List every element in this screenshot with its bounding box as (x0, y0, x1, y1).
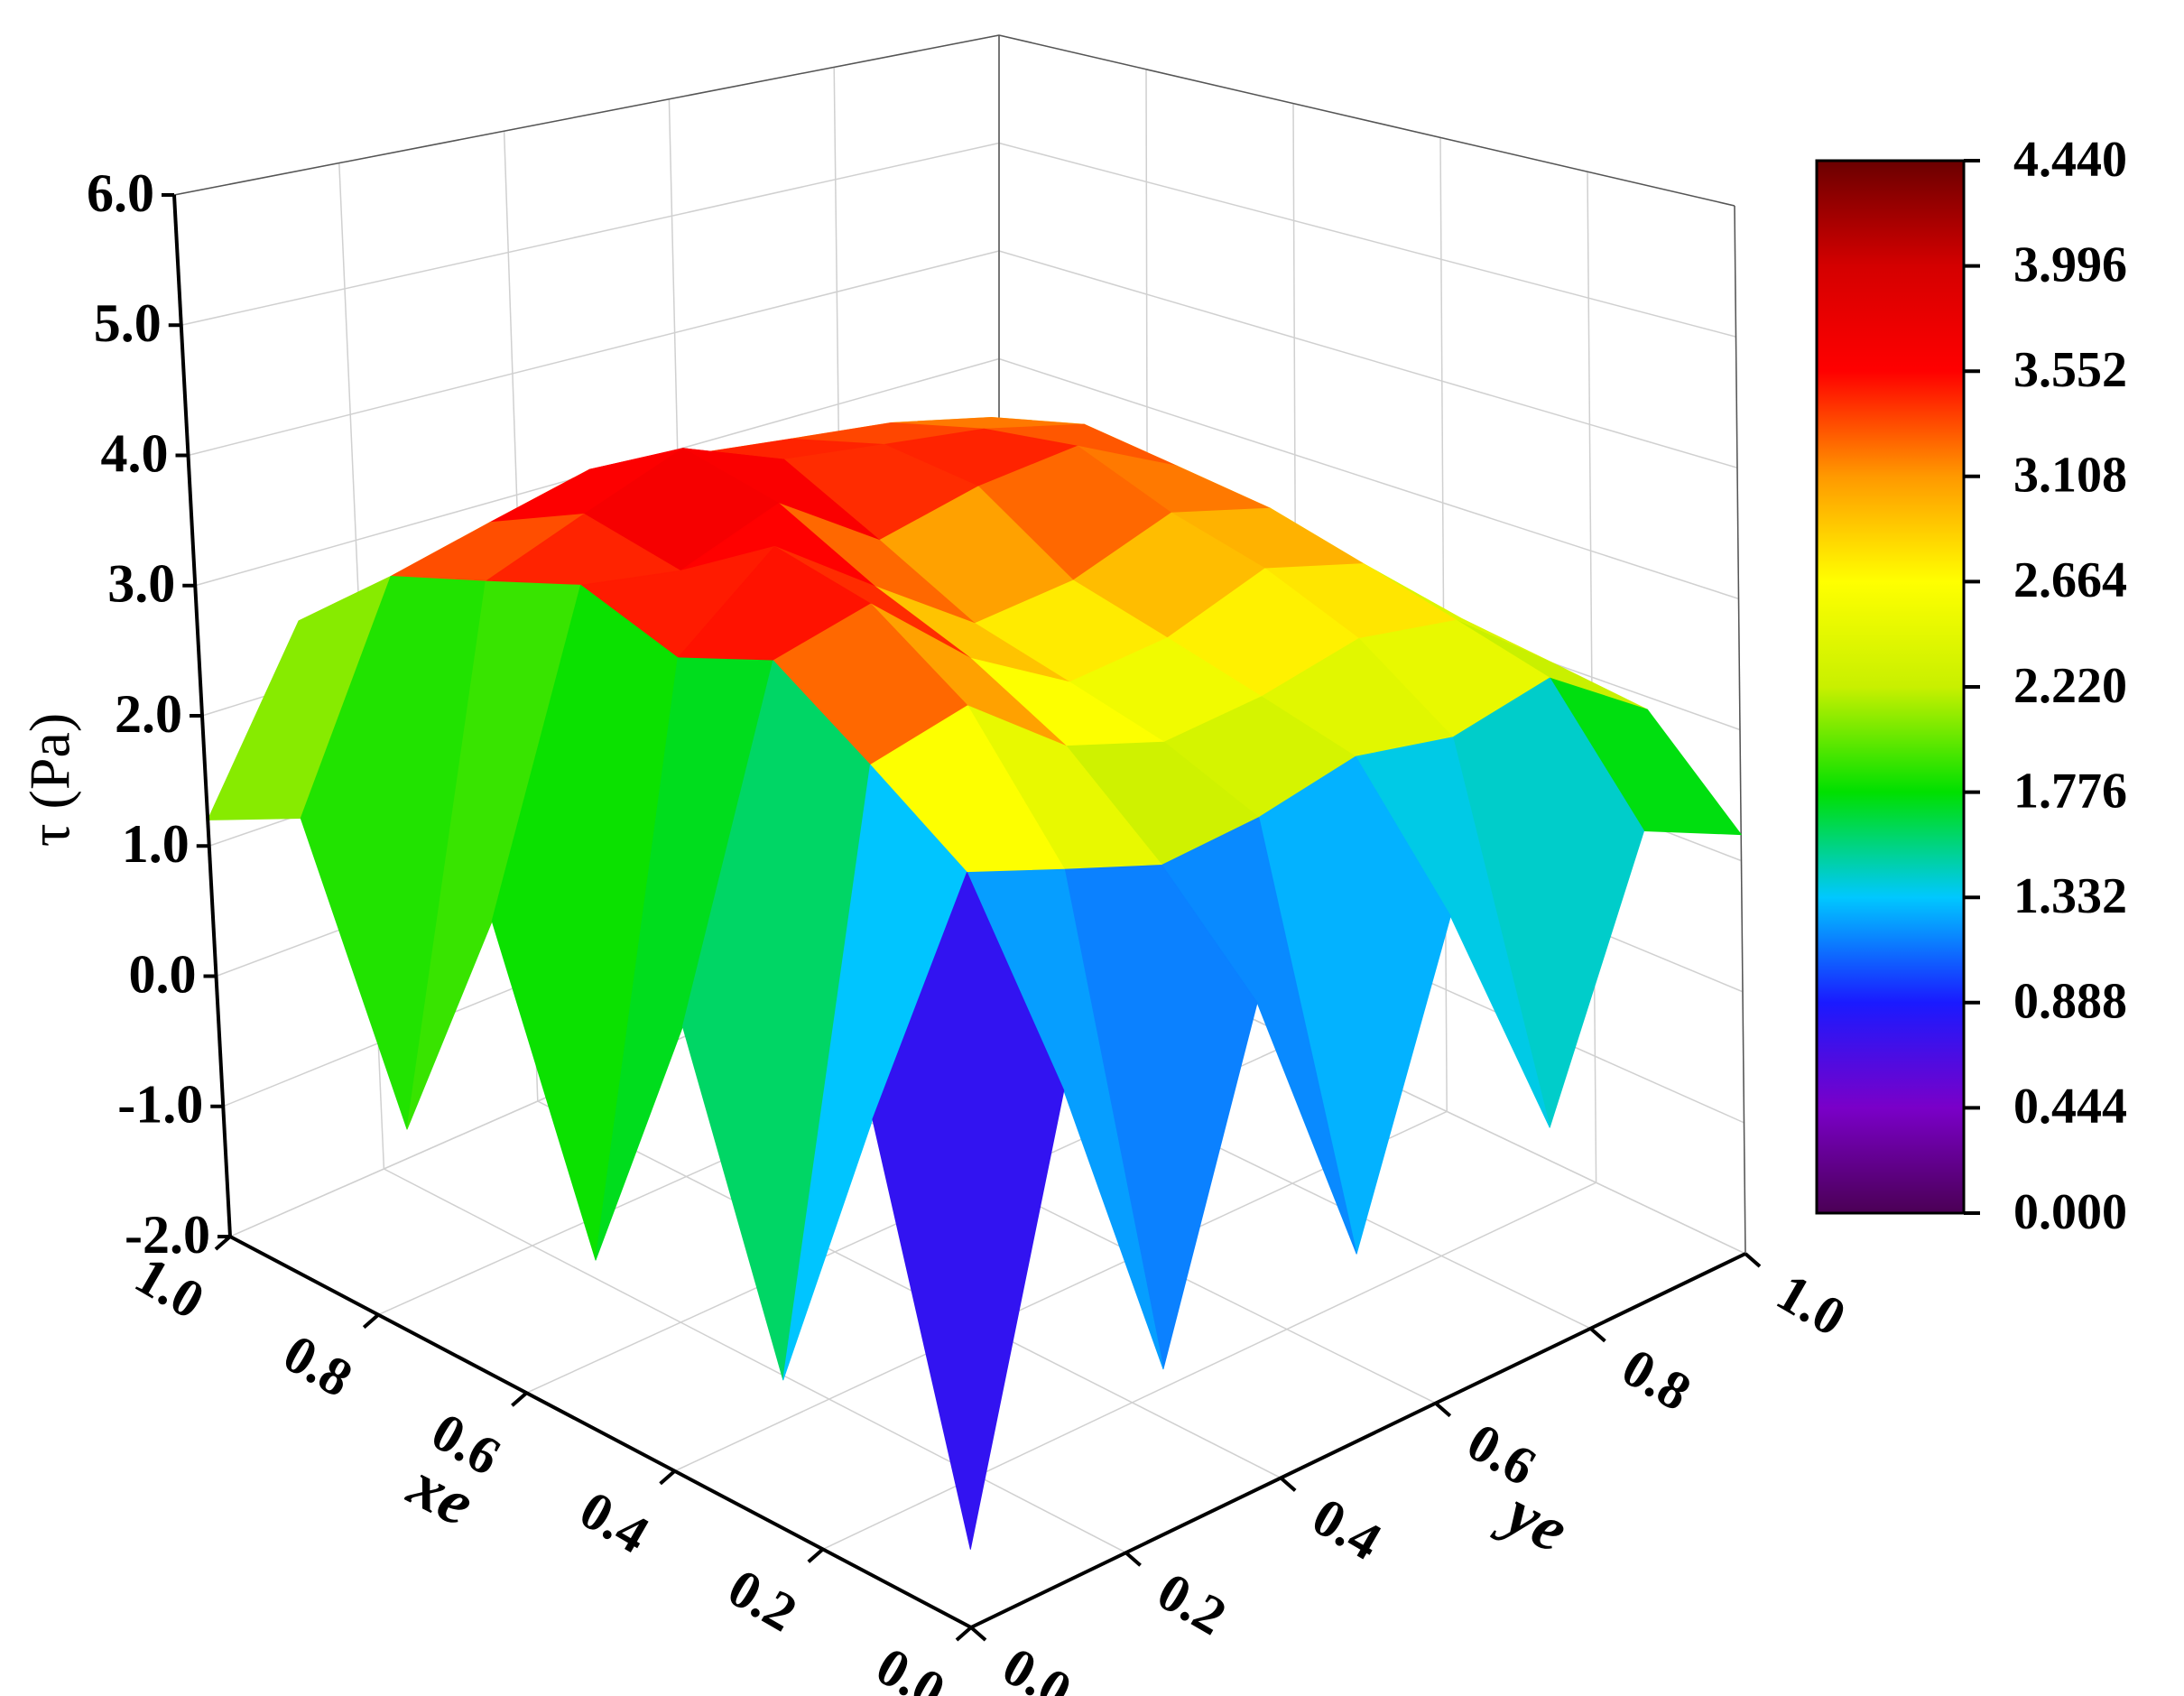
x-tick (807, 1547, 825, 1563)
x-axis-line (229, 1235, 972, 1629)
y-tick (969, 1626, 987, 1642)
colorbar-tick-label: 1.332 (2013, 868, 2127, 924)
y-axis-line (970, 1252, 1746, 1629)
colorbar-tick-label: 0.000 (2013, 1184, 2127, 1240)
z-tick-label: -2.0 (125, 1205, 210, 1265)
box-edge (998, 34, 1735, 207)
box-edge (173, 34, 1000, 196)
z-axis-title: τ (Pa) (18, 713, 82, 847)
x-tick (511, 1391, 528, 1407)
y-tick-label: 0.4 (1302, 1487, 1391, 1572)
x-tick (362, 1313, 380, 1330)
colorbar-tick-label: 1.776 (2013, 763, 2127, 819)
grid-line (180, 142, 1000, 326)
colorbar-tick-label: 3.996 (2013, 236, 2127, 292)
z-tick-label: 1.0 (122, 814, 190, 874)
y-tick (1279, 1476, 1297, 1492)
box-edge (1734, 205, 1746, 1255)
x-tick (955, 1626, 973, 1642)
surface (207, 416, 1742, 1550)
grid-line (998, 357, 1739, 600)
y-tick-label: 0.0 (993, 1636, 1081, 1696)
grid-line (998, 250, 1738, 468)
x-tick (214, 1235, 232, 1251)
surface-patch (872, 872, 1065, 1550)
x-tick-label: 0.0 (866, 1636, 955, 1696)
y-tick-label: 1.0 (1767, 1262, 1855, 1348)
z-tick-label: 6.0 (87, 163, 154, 223)
x-tick-label: 0.8 (273, 1323, 362, 1409)
z-tick-label: 2.0 (115, 684, 182, 744)
z-tick-label: 3.0 (107, 554, 175, 614)
colorbar-tick-label: 2.664 (2013, 552, 2127, 608)
y-tick-label: 0.8 (1613, 1337, 1701, 1423)
z-tick-label: -1.0 (117, 1075, 203, 1135)
z-tick-label: 5.0 (94, 293, 162, 353)
z-tick-label: 4.0 (101, 423, 169, 483)
y-tick (1744, 1252, 1762, 1268)
grid-line (188, 250, 1000, 457)
grid-line (537, 1100, 1282, 1479)
y-tick (1434, 1402, 1452, 1418)
grid-line (384, 1168, 1126, 1553)
colorbar-tick-label: 4.440 (2013, 132, 2127, 188)
y-tick (1589, 1327, 1606, 1343)
x-tick (659, 1469, 676, 1486)
colorbar-tick-label: 3.552 (2013, 342, 2127, 398)
colorbar-tick-label: 2.220 (2013, 658, 2127, 714)
grid-line (674, 1110, 1448, 1472)
colorbar-tick-label: 0.888 (2013, 974, 2127, 1030)
colorbar (1815, 159, 1966, 1215)
y-tick (1124, 1551, 1142, 1567)
colorbar-tick-label: 0.444 (2013, 1079, 2127, 1135)
colorbar-tick-label: 3.108 (2013, 448, 2127, 504)
grid-line (822, 1182, 1596, 1551)
x-tick-label: 0.4 (570, 1479, 659, 1565)
y-tick-label: 0.2 (1148, 1561, 1236, 1646)
z-tick-label: 0.0 (129, 944, 197, 1004)
grid-line (1587, 171, 1597, 1183)
grid-line (998, 142, 1736, 338)
x-tick-label: 0.2 (718, 1558, 807, 1644)
